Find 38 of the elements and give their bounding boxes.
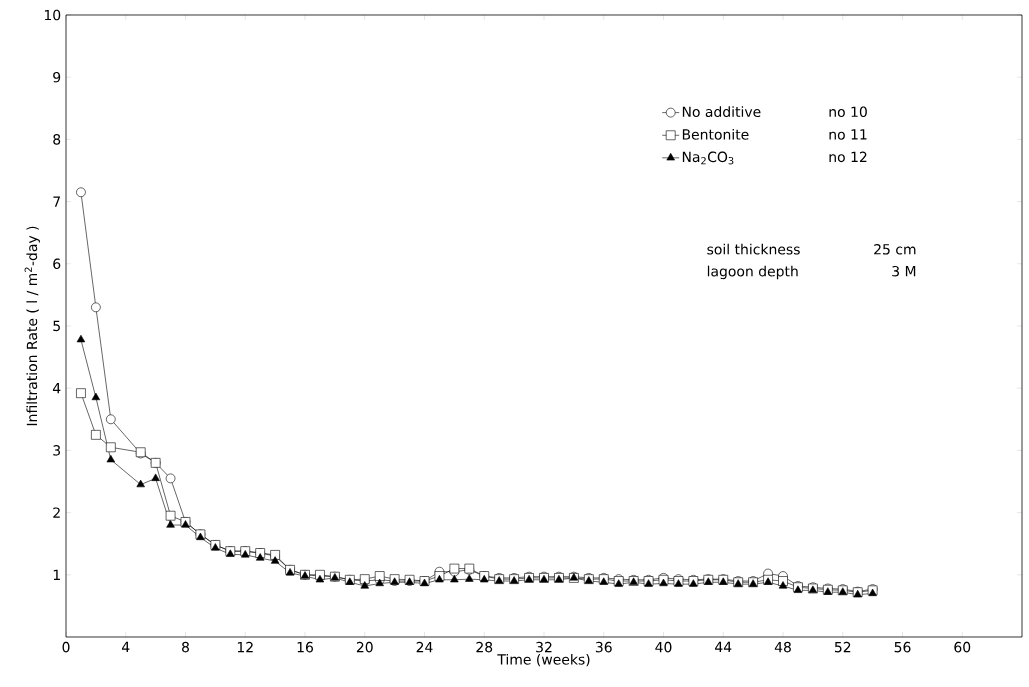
annotation: 25 cm — [874, 244, 916, 255]
y-tick-label: 3 — [53, 445, 61, 456]
annotation: lagoon depth — [707, 265, 798, 280]
y-tick-label: 6 — [53, 258, 61, 270]
y-tick-label: 10 — [44, 9, 61, 21]
annotation: 3 M — [892, 265, 916, 277]
x-tick-label: 28 — [476, 641, 493, 653]
y-tick-label: 5 — [53, 320, 60, 332]
x-tick-label: 4 — [122, 641, 130, 653]
annotation: soil thickness — [707, 243, 800, 255]
x-axis-title: Time (weeks) — [497, 653, 590, 667]
annotation: no 11 — [829, 129, 867, 140]
x-tick-label: 36 — [595, 641, 612, 653]
annotation: no 10 — [829, 106, 867, 118]
y-tick-label: 4 — [52, 383, 61, 394]
x-tick-label: 8 — [182, 641, 189, 653]
x-tick-label: 44 — [715, 641, 732, 653]
y-tick-label: 9 — [53, 71, 61, 83]
legend-label: Bentonite — [682, 128, 749, 140]
x-tick-label: 0 — [62, 641, 70, 653]
y-tick-label: 2 — [53, 507, 60, 518]
x-tick-label: 12 — [237, 641, 253, 653]
x-tick-label: 48 — [774, 641, 791, 653]
x-tick-label: 32 — [536, 641, 552, 653]
annotation: no 12 — [829, 151, 867, 163]
y-tick-label: 1 — [53, 569, 60, 580]
y-tick-label: 7 — [53, 196, 60, 207]
y-axis-title: Infiltration Rate ( l / m$^{2}$-day ) — [24, 226, 40, 426]
y-tick-label: 8 — [53, 134, 61, 145]
x-tick-label: 16 — [297, 641, 313, 653]
legend-label: Na$_{2}$CO$_{3}$ — [682, 151, 734, 165]
x-tick-label: 56 — [894, 641, 911, 653]
x-tick-label: 24 — [416, 641, 433, 653]
x-tick-label: 20 — [356, 641, 373, 653]
x-tick-label: 60 — [954, 641, 971, 653]
x-tick-label: 52 — [834, 641, 851, 653]
legend-label: No additive — [682, 106, 761, 118]
x-tick-label: 40 — [655, 641, 672, 653]
